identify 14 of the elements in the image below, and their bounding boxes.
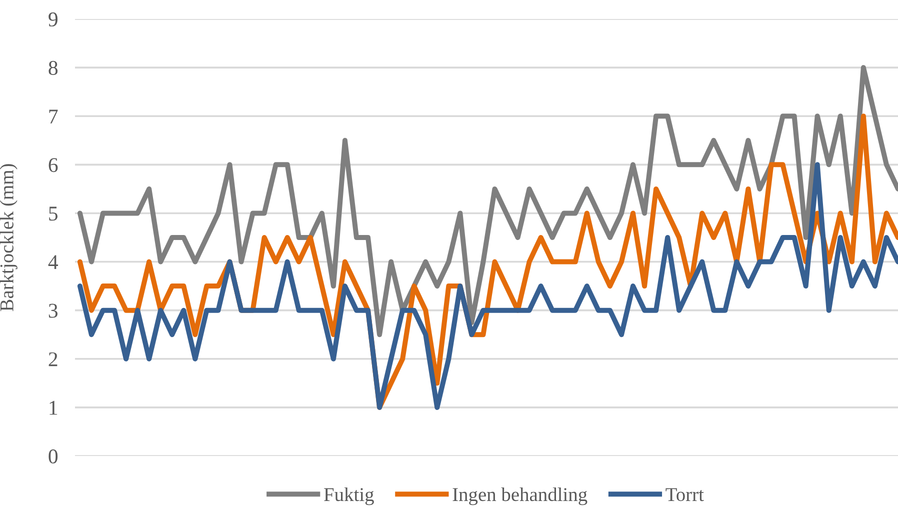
y-tick-label: 1 bbox=[50, 400, 58, 415]
y-tick-label: 8 bbox=[48, 60, 58, 75]
y-tick-label: 4 bbox=[48, 255, 58, 270]
y-tick-label: 5 bbox=[49, 206, 58, 221]
y-tick-label: 3 bbox=[48, 304, 58, 318]
legend-label: Torrt bbox=[666, 488, 704, 502]
y-tick-label: 2 bbox=[48, 352, 58, 366]
y-axis-title: Barktjocklek (mm) bbox=[0, 164, 18, 312]
y-tick-label: 0 bbox=[48, 449, 58, 464]
legend-label: Fuktig bbox=[324, 487, 374, 506]
legend-label: Ingen behandling bbox=[452, 487, 588, 506]
y-tick-label: 6 bbox=[48, 158, 58, 172]
y-tick-label: 9 bbox=[48, 12, 58, 26]
y-tick-label: 7 bbox=[49, 110, 58, 124]
